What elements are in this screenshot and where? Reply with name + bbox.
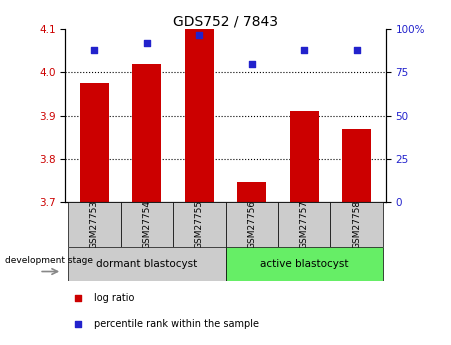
Point — [143, 40, 150, 46]
Point — [196, 32, 203, 37]
Text: GSM27753: GSM27753 — [90, 200, 99, 249]
Point — [74, 296, 82, 301]
Text: active blastocyst: active blastocyst — [260, 259, 349, 269]
Bar — [226, 247, 383, 281]
Bar — [226, 202, 278, 247]
Bar — [68, 247, 226, 281]
Bar — [80, 83, 109, 202]
Bar — [290, 111, 319, 202]
Bar — [342, 129, 371, 202]
Text: GSM27756: GSM27756 — [247, 200, 256, 249]
Text: GSM27758: GSM27758 — [352, 200, 361, 249]
Bar — [120, 202, 173, 247]
Text: percentile rank within the sample: percentile rank within the sample — [94, 319, 259, 329]
Bar — [132, 64, 161, 202]
Point — [74, 322, 82, 327]
Point — [301, 47, 308, 53]
Text: dormant blastocyst: dormant blastocyst — [96, 259, 198, 269]
Bar — [278, 202, 331, 247]
Title: GDS752 / 7843: GDS752 / 7843 — [173, 14, 278, 28]
Text: log ratio: log ratio — [94, 293, 134, 303]
Point — [248, 61, 255, 67]
Bar — [173, 202, 226, 247]
Bar — [331, 202, 383, 247]
Text: GSM27757: GSM27757 — [300, 200, 309, 249]
Text: development stage: development stage — [5, 256, 93, 265]
Point — [91, 47, 98, 53]
Bar — [185, 29, 214, 202]
Point — [353, 47, 360, 53]
Text: GSM27755: GSM27755 — [195, 200, 204, 249]
Bar — [68, 202, 120, 247]
Text: GSM27754: GSM27754 — [142, 200, 151, 249]
Bar — [237, 183, 266, 202]
